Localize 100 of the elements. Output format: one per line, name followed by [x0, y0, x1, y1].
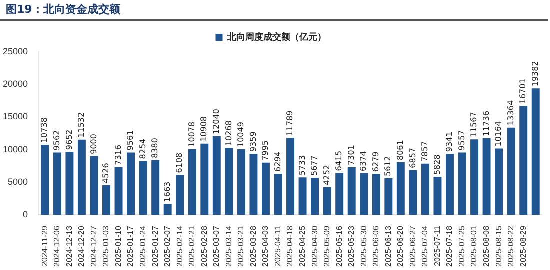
legend-label: 北向周度成交额（亿元） [226, 32, 326, 42]
x-tick-label: 2025-02-07 [163, 226, 172, 267]
x-tick-label: 2025-08-29 [518, 226, 528, 267]
x-tick-label: 2024-11-29 [40, 226, 50, 266]
bar [225, 148, 234, 216]
data-label: 9000 [89, 134, 98, 154]
data-label: 11736 [482, 111, 491, 137]
x-tick-label: 2025-05-30 [359, 226, 368, 267]
x-tick-label: 2025-08-15 [494, 226, 504, 267]
bar [237, 150, 246, 216]
x-tick-label: 2025-04-25 [298, 226, 307, 267]
y-tick-label: 10000 [2, 144, 28, 154]
bar [90, 156, 98, 216]
x-tick-label: 2025-07-11 [432, 226, 442, 266]
bar [286, 138, 294, 216]
x-tick-label: 2025-03-07 [212, 226, 222, 267]
chart-title: 图19：北向资金成交额 [0, 0, 548, 21]
bar [176, 175, 184, 216]
x-tick-label: 2025-08-01 [470, 226, 479, 267]
x-tick-label: 2025-08-22 [506, 226, 516, 267]
data-label: 9652 [64, 130, 74, 150]
x-tick-label: 2025-05-09 [322, 226, 332, 267]
x-tick-label: 2025-05-23 [347, 226, 356, 267]
data-label: 6415 [334, 150, 344, 172]
x-tick-label: 2025-07-25 [457, 226, 466, 267]
bar [53, 152, 62, 216]
bar [495, 148, 504, 216]
x-tick-label: 2025-06-20 [396, 226, 406, 267]
bar [41, 145, 50, 216]
x-tick-label: 2025-04-11 [273, 226, 282, 266]
x-tick-label: 2025-01-27 [150, 226, 160, 267]
data-label: 9359 [248, 132, 258, 152]
y-tick-label: 25000 [2, 46, 28, 56]
data-label: 11532 [77, 112, 86, 138]
bar [298, 178, 307, 216]
data-label: 8254 [138, 138, 148, 160]
data-label: 9341 [445, 132, 454, 152]
data-label: 10908 [200, 116, 209, 142]
x-tick-label: 2025-05-16 [334, 226, 344, 267]
data-label: 5612 [384, 156, 393, 176]
bar [139, 161, 148, 216]
bar [114, 167, 123, 216]
x-tick-label: 2025-04-30 [310, 226, 320, 267]
data-label: 6374 [359, 151, 368, 172]
data-label: 1663 [162, 182, 172, 202]
x-tick-label: 2024-12-06 [52, 226, 62, 267]
data-label: 11567 [470, 112, 479, 138]
bar [458, 152, 466, 216]
bar [446, 154, 454, 216]
bar [520, 106, 528, 216]
bar [66, 152, 74, 216]
x-tick-label: 2025-06-27 [408, 226, 418, 267]
bar [482, 138, 491, 216]
data-label: 10164 [494, 121, 504, 147]
data-label: 5733 [298, 155, 307, 176]
bar [470, 140, 479, 216]
bar [348, 167, 356, 216]
x-tick-label: 2025-02-28 [200, 226, 209, 267]
bar [200, 144, 209, 216]
x-tick-label: 2025-06-13 [384, 226, 393, 267]
bar [262, 162, 270, 216]
y-tick-label: 0 [23, 210, 28, 220]
x-tick-label: 2025-01-10 [114, 226, 123, 267]
bar [102, 186, 110, 216]
bar [164, 204, 172, 216]
x-tick-label: 2025-02-21 [188, 226, 197, 267]
data-label: 9562 [52, 130, 62, 151]
bar [274, 174, 282, 216]
bar [212, 136, 221, 216]
x-tick-label: 2025-01-03 [102, 226, 111, 267]
bar [409, 170, 418, 216]
data-label: 13364 [506, 100, 516, 126]
data-label: 4526 [102, 163, 111, 184]
x-tick-label: 2024-12-27 [89, 226, 98, 267]
data-label: 10049 [236, 122, 246, 148]
data-label: 6279 [371, 152, 380, 172]
data-label: 11789 [286, 110, 295, 136]
data-label: 5828 [432, 154, 442, 176]
bar [434, 177, 442, 216]
data-label: 7995 [261, 140, 270, 161]
y-tick-label: 20000 [2, 79, 28, 90]
bar [336, 173, 344, 216]
bar [78, 140, 86, 216]
data-label: 10078 [187, 122, 196, 148]
data-label: 9561 [126, 130, 136, 151]
x-tick-label: 2025-03-21 [236, 226, 246, 267]
bar [323, 187, 332, 216]
bar [127, 152, 136, 216]
bar [188, 149, 196, 216]
data-label: 7301 [346, 145, 356, 166]
y-tick-label: 15000 [2, 112, 28, 122]
bar [311, 178, 320, 216]
x-tick-label: 2025-04-03 [261, 226, 270, 267]
data-label: 6294 [273, 152, 282, 172]
y-tick-label: 5000 [8, 176, 28, 187]
data-label: 10268 [224, 120, 234, 146]
data-label: 8380 [150, 138, 160, 158]
x-tick-label: 2025-03-14 [224, 226, 234, 267]
bar [507, 128, 516, 216]
bar [421, 164, 430, 216]
